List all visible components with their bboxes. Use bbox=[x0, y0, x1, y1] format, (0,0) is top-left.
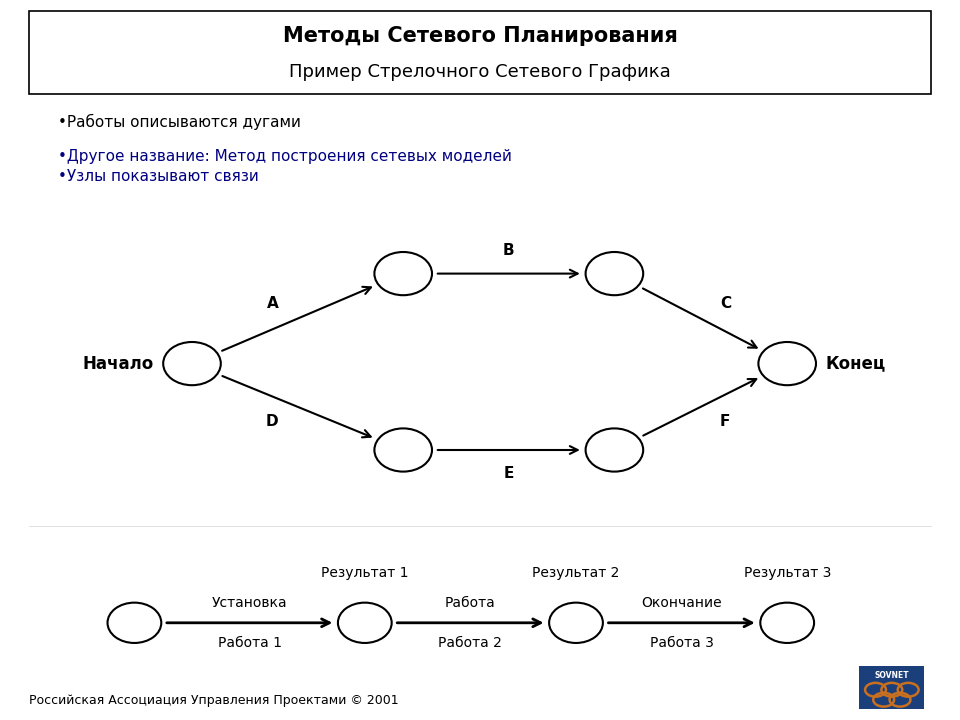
Text: Методы Сетевого Планирования: Методы Сетевого Планирования bbox=[282, 26, 678, 46]
Text: Работа 2: Работа 2 bbox=[439, 636, 502, 649]
Ellipse shape bbox=[758, 342, 816, 385]
Text: A: A bbox=[267, 297, 278, 311]
Text: B: B bbox=[503, 243, 515, 258]
Text: •Работы описываются дугами: •Работы описываются дугами bbox=[58, 114, 300, 130]
Ellipse shape bbox=[374, 428, 432, 472]
Ellipse shape bbox=[338, 603, 392, 643]
Text: •Узлы показывают связи: •Узлы показывают связи bbox=[58, 169, 258, 184]
Text: Пример Стрелочного Сетевого Графика: Пример Стрелочного Сетевого Графика bbox=[289, 63, 671, 81]
Ellipse shape bbox=[586, 428, 643, 472]
Ellipse shape bbox=[549, 603, 603, 643]
Text: Работа: Работа bbox=[445, 596, 495, 610]
Ellipse shape bbox=[374, 252, 432, 295]
Ellipse shape bbox=[586, 252, 643, 295]
Text: Конец: Конец bbox=[826, 355, 886, 373]
Ellipse shape bbox=[163, 342, 221, 385]
Text: Российская Ассоциация Управления Проектами © 2001: Российская Ассоциация Управления Проекта… bbox=[29, 694, 398, 707]
Text: Результат 2: Результат 2 bbox=[532, 566, 620, 580]
Text: •Другое название: Метод построения сетевых моделей: •Другое название: Метод построения сетев… bbox=[58, 149, 512, 163]
Text: Начало: Начало bbox=[83, 355, 154, 373]
Text: C: C bbox=[720, 297, 732, 311]
Text: SOVNET: SOVNET bbox=[875, 671, 909, 680]
Text: Результат 1: Результат 1 bbox=[321, 566, 409, 580]
Text: Установка: Установка bbox=[212, 596, 287, 610]
Text: D: D bbox=[266, 414, 278, 429]
Ellipse shape bbox=[108, 603, 161, 643]
Ellipse shape bbox=[760, 603, 814, 643]
Text: Работа 3: Работа 3 bbox=[650, 636, 713, 649]
Text: Работа 1: Работа 1 bbox=[218, 636, 281, 649]
Text: Окончание: Окончание bbox=[641, 596, 722, 610]
Text: E: E bbox=[504, 466, 514, 481]
Text: Результат 3: Результат 3 bbox=[743, 566, 831, 580]
FancyBboxPatch shape bbox=[29, 11, 931, 94]
Text: F: F bbox=[720, 414, 731, 429]
